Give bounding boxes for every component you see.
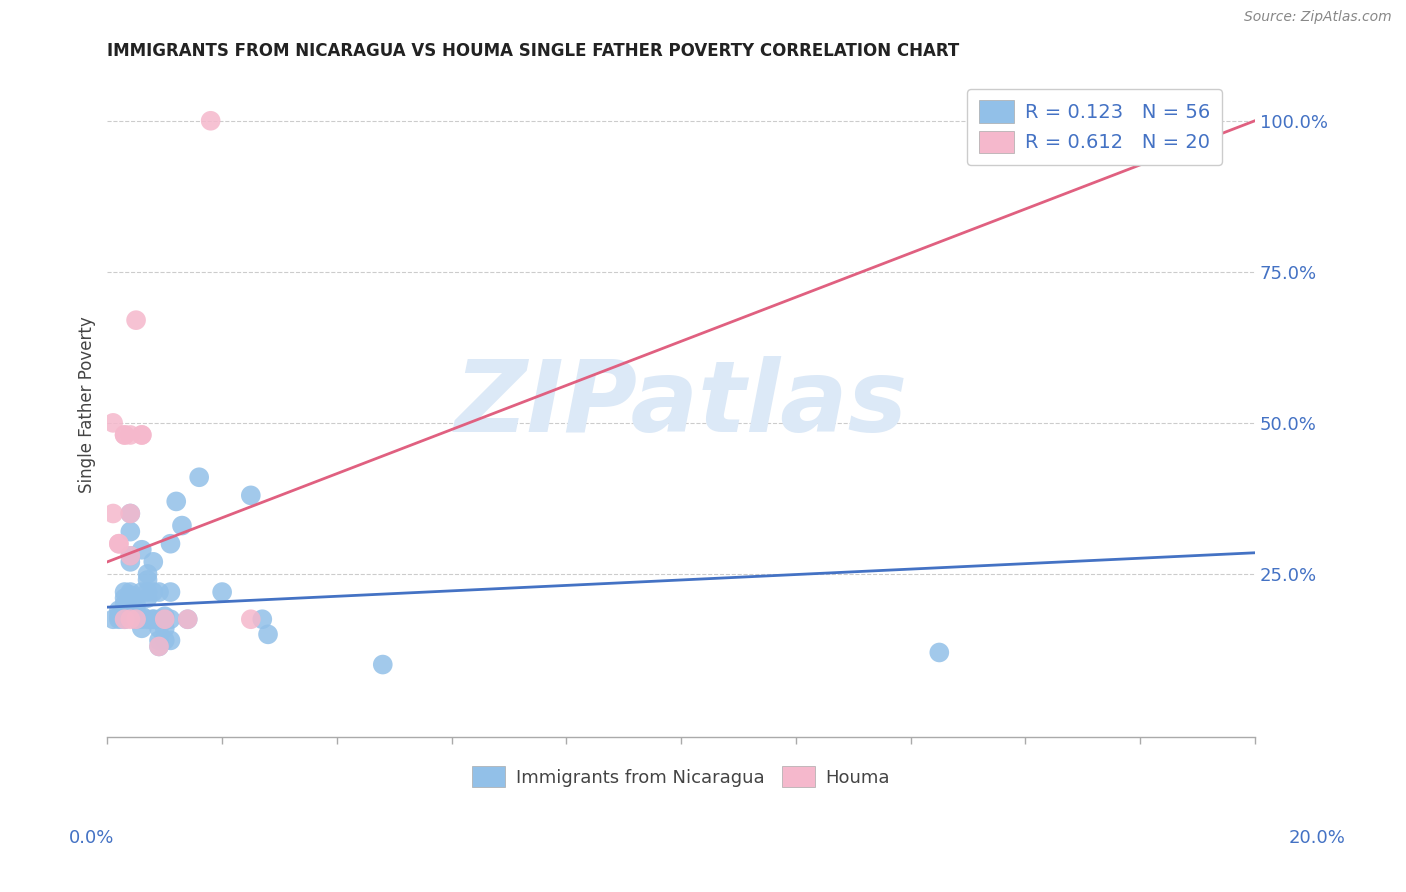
Point: [148, 640, 170, 654]
Point: [177, 612, 200, 626]
Point: [120, 555, 142, 569]
Point: [148, 585, 170, 599]
Point: [108, 537, 131, 551]
Point: [148, 640, 170, 654]
Point: [114, 597, 136, 611]
Point: [148, 612, 170, 626]
Text: 0.0%: 0.0%: [69, 829, 114, 847]
Point: [120, 588, 142, 602]
Point: [153, 633, 176, 648]
Legend: Immigrants from Nicaragua, Houma: Immigrants from Nicaragua, Houma: [465, 759, 897, 795]
Point: [371, 657, 394, 672]
Point: [120, 549, 142, 563]
Point: [142, 585, 165, 599]
Point: [153, 621, 176, 635]
Point: [125, 606, 148, 620]
Point: [136, 591, 159, 606]
Point: [131, 542, 153, 557]
Point: [131, 585, 153, 599]
Point: [136, 573, 159, 587]
Point: [148, 633, 170, 648]
Point: [159, 633, 181, 648]
Y-axis label: Single Father Poverty: Single Father Poverty: [79, 317, 96, 493]
Point: [136, 585, 159, 599]
Point: [159, 537, 181, 551]
Point: [136, 566, 159, 581]
Point: [120, 507, 142, 521]
Point: [120, 428, 142, 442]
Text: ZIPatlas: ZIPatlas: [454, 356, 908, 453]
Point: [257, 627, 280, 641]
Point: [131, 612, 153, 626]
Point: [125, 612, 148, 626]
Text: 20.0%: 20.0%: [1289, 829, 1346, 847]
Point: [125, 609, 148, 624]
Point: [928, 645, 950, 659]
Point: [142, 612, 165, 626]
Point: [120, 524, 142, 539]
Point: [114, 428, 136, 442]
Point: [136, 612, 159, 626]
Point: [125, 612, 148, 626]
Text: Source: ZipAtlas.com: Source: ZipAtlas.com: [1244, 10, 1392, 23]
Point: [114, 612, 136, 626]
Point: [101, 507, 124, 521]
Point: [177, 612, 200, 626]
Point: [108, 609, 131, 624]
Point: [188, 470, 211, 484]
Point: [125, 597, 148, 611]
Point: [131, 609, 153, 624]
Point: [211, 585, 233, 599]
Point: [120, 585, 142, 599]
Point: [131, 428, 153, 442]
Point: [120, 507, 142, 521]
Point: [239, 488, 262, 502]
Point: [165, 494, 187, 508]
Point: [108, 603, 131, 617]
Point: [153, 612, 176, 626]
Point: [170, 518, 193, 533]
Point: [252, 612, 274, 626]
Point: [101, 612, 124, 626]
Point: [114, 612, 136, 626]
Text: IMMIGRANTS FROM NICARAGUA VS HOUMA SINGLE FATHER POVERTY CORRELATION CHART: IMMIGRANTS FROM NICARAGUA VS HOUMA SINGL…: [107, 42, 960, 60]
Point: [114, 428, 136, 442]
Point: [125, 603, 148, 617]
Point: [148, 621, 170, 635]
Point: [125, 313, 148, 327]
Point: [153, 609, 176, 624]
Point: [159, 585, 181, 599]
Point: [239, 612, 262, 626]
Point: [131, 428, 153, 442]
Point: [120, 612, 142, 626]
Point: [153, 612, 176, 626]
Point: [120, 549, 142, 563]
Point: [142, 555, 165, 569]
Point: [159, 612, 181, 626]
Point: [108, 612, 131, 626]
Point: [114, 591, 136, 606]
Point: [131, 621, 153, 635]
Point: [142, 612, 165, 626]
Point: [114, 585, 136, 599]
Point: [200, 113, 222, 128]
Point: [101, 416, 124, 430]
Point: [108, 537, 131, 551]
